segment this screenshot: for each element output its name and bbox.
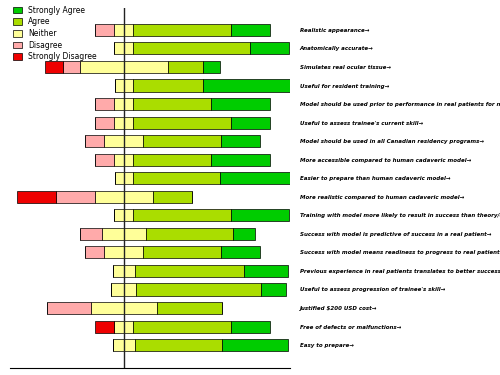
Bar — [115, 172, 132, 184]
Bar — [202, 61, 220, 73]
Bar — [94, 24, 114, 36]
Bar — [134, 98, 211, 110]
Bar — [114, 24, 134, 36]
Bar — [94, 321, 114, 333]
Bar — [94, 191, 153, 203]
Bar — [114, 154, 134, 166]
Bar — [211, 154, 270, 166]
Bar — [114, 209, 134, 221]
Bar — [132, 172, 220, 184]
Bar — [221, 135, 260, 147]
Bar — [132, 80, 202, 92]
Bar — [250, 42, 289, 54]
Bar — [230, 321, 270, 333]
Bar — [221, 246, 260, 258]
Bar — [134, 265, 244, 277]
Bar — [134, 154, 211, 166]
Bar — [168, 61, 202, 73]
Bar — [134, 209, 230, 221]
Bar — [111, 284, 136, 296]
Bar — [261, 284, 286, 296]
Bar — [143, 246, 221, 258]
Bar — [104, 135, 143, 147]
Bar — [102, 228, 146, 240]
Bar — [134, 117, 230, 129]
Bar — [85, 135, 104, 147]
Bar — [114, 42, 134, 54]
Bar — [143, 135, 221, 147]
Bar — [114, 321, 134, 333]
Bar — [56, 191, 94, 203]
Bar — [153, 191, 192, 203]
Bar — [211, 98, 270, 110]
Bar — [244, 265, 288, 277]
Bar — [230, 117, 270, 129]
Bar — [136, 284, 261, 296]
Bar — [62, 61, 80, 73]
Bar — [134, 42, 250, 54]
Bar — [114, 98, 134, 110]
Bar — [47, 302, 91, 314]
Bar — [94, 154, 114, 166]
Bar — [45, 61, 62, 73]
Bar — [233, 228, 255, 240]
Bar — [134, 24, 230, 36]
Bar — [94, 117, 114, 129]
Bar — [230, 24, 270, 36]
Bar — [80, 228, 102, 240]
Bar — [113, 265, 134, 277]
Bar — [156, 302, 222, 314]
Legend: Strongly Agree, Agree, Neither, Disagree, Strongly Disagree: Strongly Agree, Agree, Neither, Disagree… — [11, 4, 98, 63]
Bar — [104, 246, 143, 258]
Bar — [115, 80, 132, 92]
Bar — [94, 98, 114, 110]
Bar — [220, 172, 290, 184]
Bar — [114, 117, 134, 129]
Bar — [146, 228, 233, 240]
Bar — [17, 191, 56, 203]
Bar — [113, 339, 134, 351]
Bar — [80, 61, 168, 73]
Bar — [230, 209, 289, 221]
Bar — [134, 339, 222, 351]
Bar — [202, 80, 290, 92]
Bar — [134, 321, 230, 333]
Bar — [85, 246, 104, 258]
Bar — [91, 302, 156, 314]
Bar — [222, 339, 288, 351]
